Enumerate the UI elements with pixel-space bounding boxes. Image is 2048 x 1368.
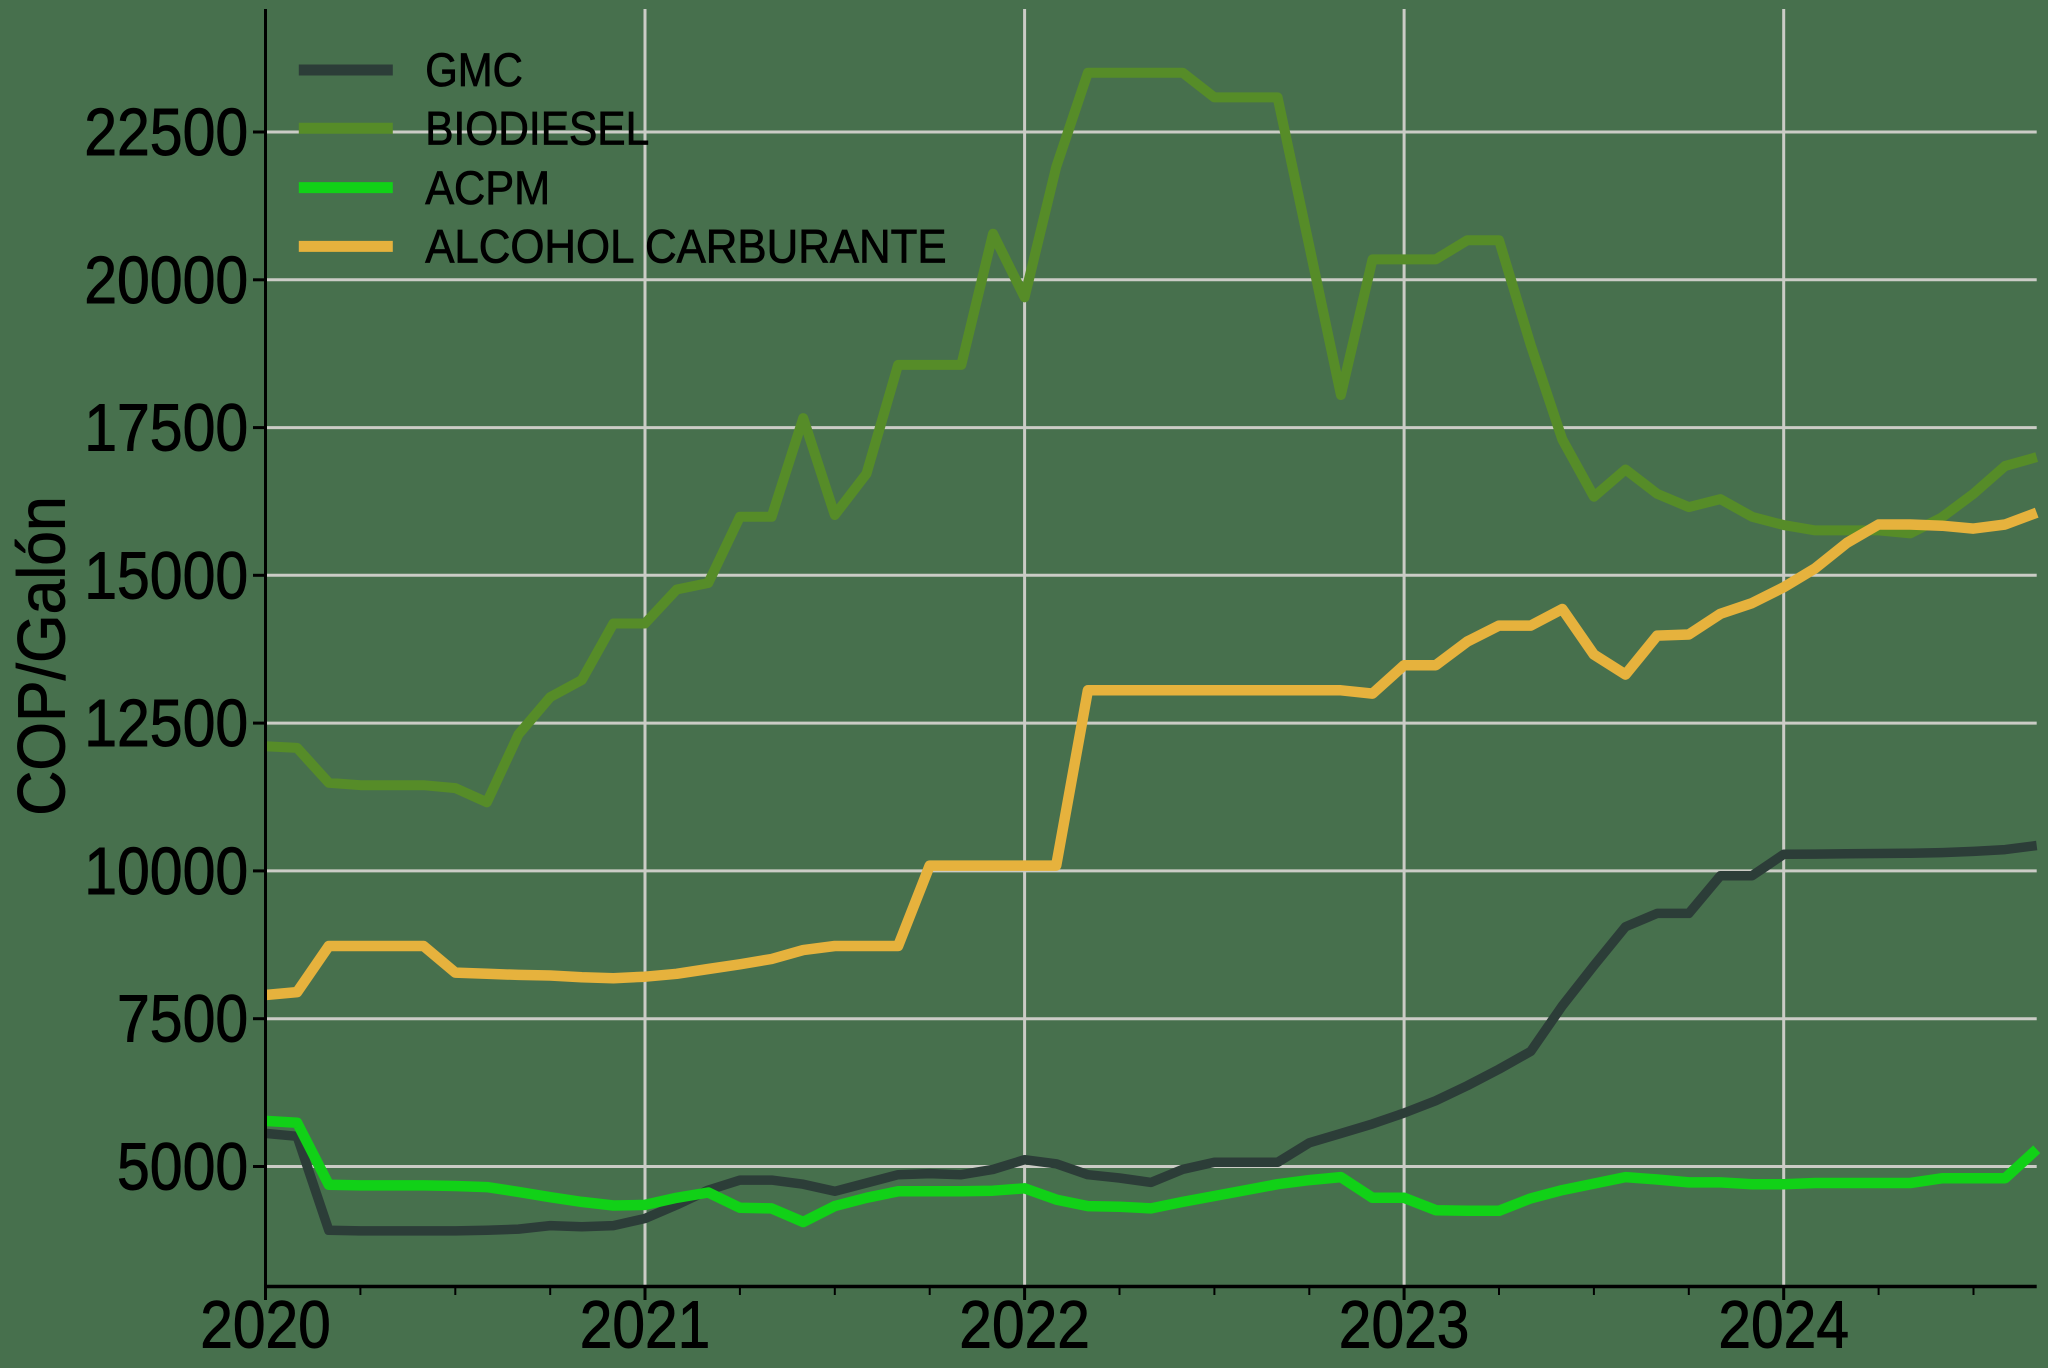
svg-text:2023: 2023 [1339, 1288, 1470, 1363]
svg-text:2021: 2021 [580, 1288, 711, 1363]
svg-text:15000: 15000 [84, 538, 248, 613]
svg-text:2024: 2024 [1718, 1288, 1849, 1363]
svg-text:17500: 17500 [84, 391, 248, 466]
svg-text:5000: 5000 [117, 1130, 248, 1205]
svg-text:22500: 22500 [84, 95, 248, 170]
svg-text:2022: 2022 [959, 1288, 1090, 1363]
svg-text:ACPM: ACPM [425, 161, 550, 214]
svg-text:20000: 20000 [84, 243, 248, 318]
svg-text:ALCOHOL CARBURANTE: ALCOHOL CARBURANTE [425, 220, 946, 273]
svg-text:12500: 12500 [84, 686, 248, 761]
svg-text:COP/Galón: COP/Galón [5, 496, 80, 816]
svg-text:10000: 10000 [84, 834, 248, 909]
svg-text:GMC: GMC [425, 43, 523, 96]
svg-text:7500: 7500 [117, 982, 248, 1057]
svg-text:BIODIESEL: BIODIESEL [425, 101, 649, 154]
svg-text:2020: 2020 [200, 1288, 331, 1363]
